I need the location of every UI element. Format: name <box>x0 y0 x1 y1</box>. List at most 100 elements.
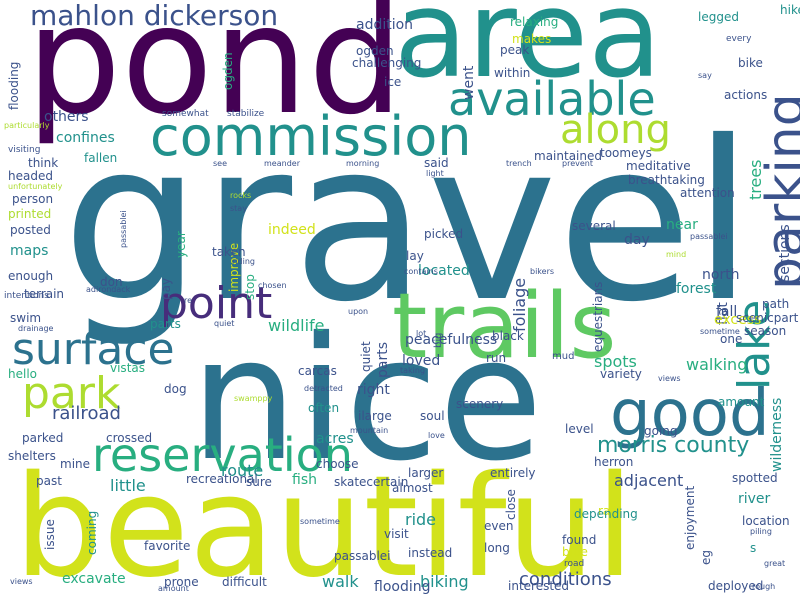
word-fall: fall <box>716 304 738 320</box>
word-taking: mountain <box>350 426 389 435</box>
word-taken: contains <box>404 267 438 276</box>
word-road: location <box>742 514 790 528</box>
word-black: right <box>357 382 390 398</box>
word-ice: ogden <box>221 52 235 90</box>
word-located: foliage <box>510 277 529 332</box>
word-swim: dog <box>164 382 187 396</box>
word-stabilize: prevent <box>562 159 593 168</box>
word-spots: spots <box>594 352 637 371</box>
word-walk: walk <box>322 572 359 591</box>
word-eg: sometime <box>300 517 340 526</box>
word-depending: eg <box>699 550 713 565</box>
word-deployed: adirondack <box>86 285 131 294</box>
word-challenging: others <box>44 109 89 125</box>
word-saffin: trees <box>746 159 765 200</box>
word-available: available <box>448 72 656 126</box>
word-actions: every <box>726 34 752 44</box>
word-area: area <box>394 0 662 105</box>
word-equestrians: wilderness <box>769 397 785 472</box>
word-reservation: surface <box>12 324 175 375</box>
word-found: enjoyment <box>683 485 697 550</box>
word-little: little <box>110 476 146 495</box>
word-run: taking <box>400 366 426 375</box>
word-foliage: located <box>418 263 470 279</box>
word-scenery: recreational <box>186 472 258 486</box>
word-favorite: flooding <box>7 61 21 110</box>
word-going: larger <box>408 466 444 480</box>
word-prone: particularly <box>4 121 50 130</box>
word-larger: even <box>484 519 514 533</box>
word-maps: maps <box>10 243 49 259</box>
word-confines: headed <box>8 169 53 183</box>
word-great: passablei <box>690 232 728 241</box>
word-biking: biking <box>420 572 469 591</box>
word-route: route <box>221 461 264 480</box>
word-morning: breathtaking <box>628 173 705 187</box>
word-big: variety <box>600 367 642 381</box>
word-adirondack: said <box>424 156 449 170</box>
word-quiet: run <box>486 351 507 365</box>
word-mountain: going <box>644 424 678 438</box>
word-enjoyment: amount <box>158 584 189 593</box>
word-contains: quiet <box>359 341 373 372</box>
word-long: rail <box>598 504 617 518</box>
word-picked: parts <box>150 317 181 331</box>
word-interested: drainage <box>18 324 54 333</box>
word-don: bikers <box>530 267 555 276</box>
word-light: attention <box>680 186 735 200</box>
word-views: say <box>698 71 712 80</box>
word-prevent: stay <box>230 204 247 213</box>
word-chosen: upon <box>348 307 369 316</box>
word-legged: peak <box>500 43 530 57</box>
word-often: scenery <box>456 397 504 411</box>
word-right: ilarge <box>358 409 392 423</box>
word-others: think <box>28 156 59 170</box>
word-nice: nice <box>190 301 544 499</box>
word-sure: close <box>504 489 518 520</box>
word-mine: issue <box>43 519 57 550</box>
word-excess: excess <box>714 312 762 328</box>
word-choose: entirely <box>490 466 536 480</box>
word-shelters: coming <box>85 510 99 555</box>
word-river: river <box>738 491 771 507</box>
word-unfortunately: meander <box>264 159 300 168</box>
word-lay: quiet <box>214 319 235 328</box>
word-coming: interested <box>508 579 570 593</box>
word-lot: carcas <box>298 364 337 378</box>
word-past: favorite <box>144 539 191 553</box>
word-visiting: see <box>213 159 228 168</box>
word-peak: challenging <box>352 56 422 70</box>
word-hello: parked <box>22 431 64 445</box>
word-sections: actions <box>724 88 768 102</box>
word-flooding: intentions <box>4 291 49 301</box>
word-somewhat: trench <box>506 159 532 168</box>
word-pay: lay <box>406 249 424 263</box>
word-extremely: sections <box>777 224 793 282</box>
word-dog: mine <box>60 457 91 471</box>
word-railroad: railroad <box>52 403 121 424</box>
word-fish: fish <box>292 472 317 488</box>
word-skatecertain: herron <box>594 455 634 469</box>
word-trees: hike <box>780 3 800 17</box>
word-level: sure <box>246 475 272 489</box>
word-one: one <box>720 332 743 346</box>
word-attention: taken <box>212 245 246 259</box>
word-good: along <box>560 107 671 153</box>
word-near: near <box>666 217 698 233</box>
word-rail: views <box>10 577 33 586</box>
word-s: passablei <box>334 549 391 563</box>
word-several: don <box>100 275 123 289</box>
word-indeed: indeed <box>268 222 316 238</box>
word-parts: mud <box>552 351 575 362</box>
word-mahlon-dickerson: mahlon dickerson <box>30 0 279 32</box>
word-instead: road <box>564 559 585 569</box>
word-ogden: confines <box>56 130 115 146</box>
word-peacefulness: peacefulness <box>405 332 498 348</box>
word-relaxing: ice <box>384 75 402 89</box>
word-every: within <box>494 66 531 80</box>
word-even: depending <box>574 507 638 521</box>
word-close: found <box>562 533 597 547</box>
word-recreational: almost <box>392 481 433 495</box>
word-walkers: spotted <box>732 471 778 485</box>
